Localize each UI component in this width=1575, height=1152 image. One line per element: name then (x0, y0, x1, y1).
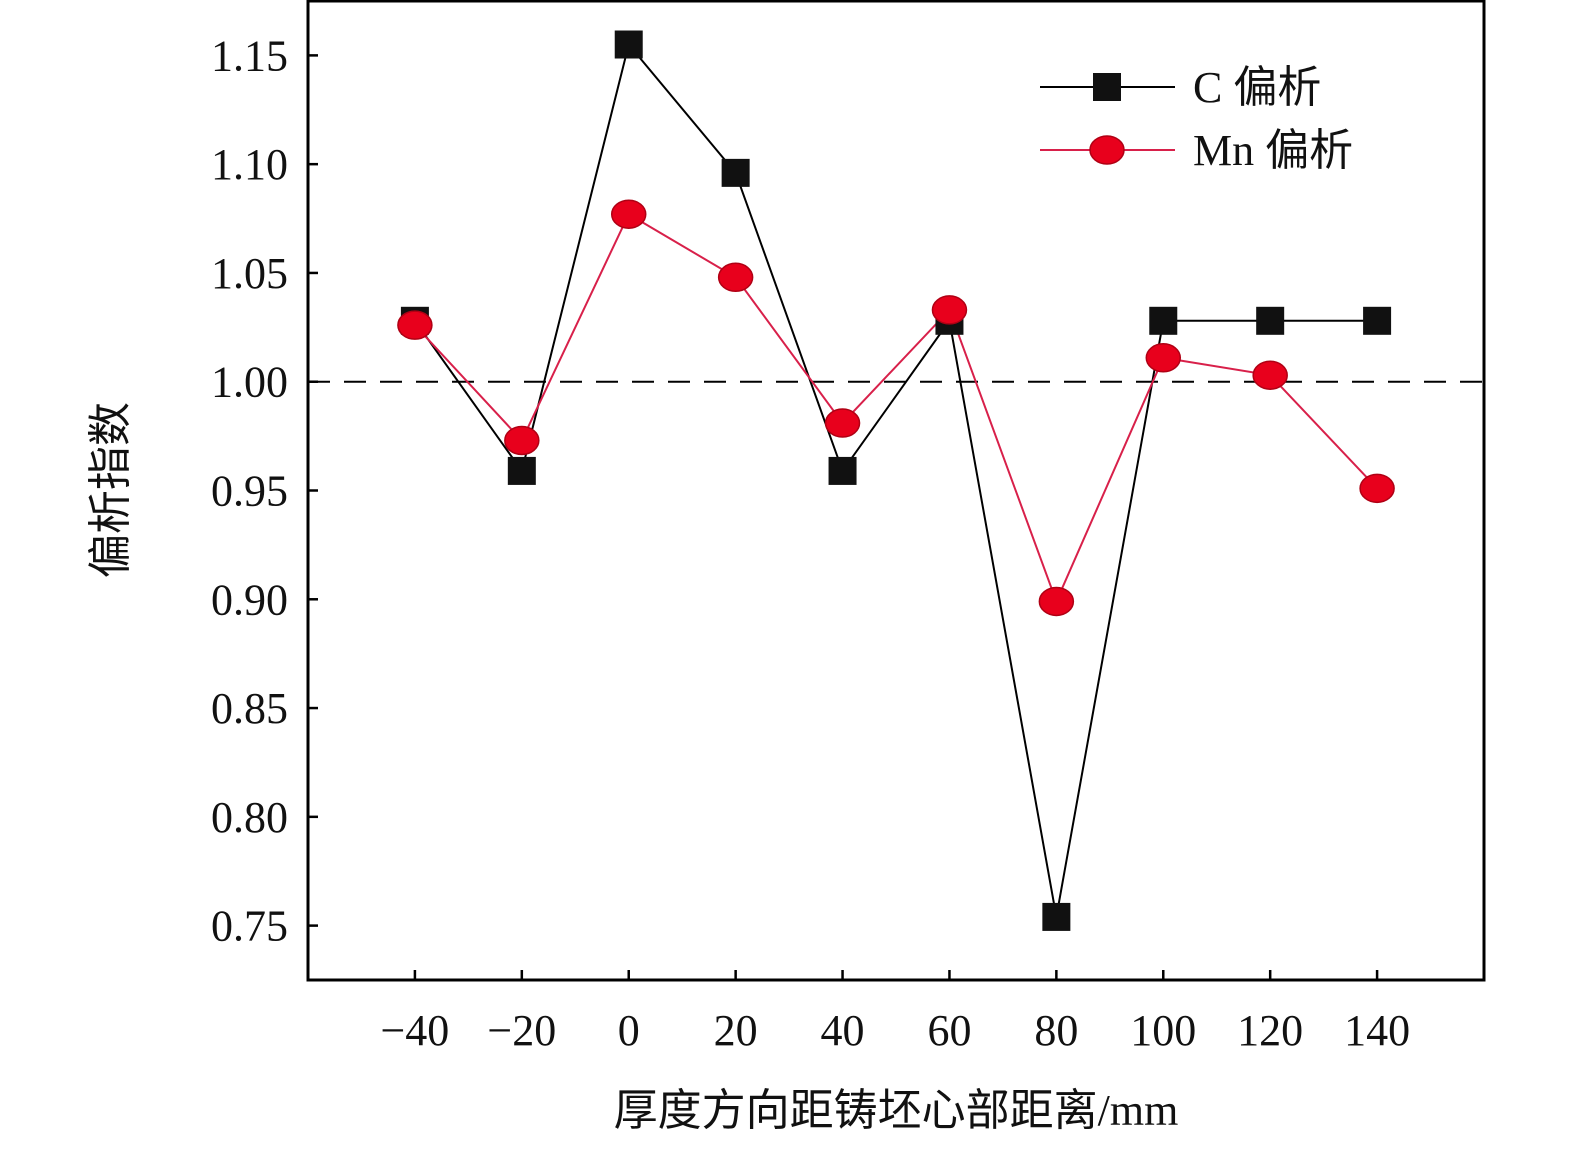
y-tick-label: 1.10 (211, 140, 288, 189)
y-tick-label: 0.95 (211, 467, 288, 516)
data-point-c (1363, 306, 1392, 335)
y-tick-label: 1.05 (211, 249, 288, 298)
data-point-c (721, 158, 750, 187)
data-point-mn (397, 310, 433, 340)
y-tick-label: 1.15 (211, 31, 288, 80)
legend: C 偏析 Mn 偏析 (1040, 63, 1353, 175)
data-point-mn (1359, 473, 1395, 504)
x-tick-label: 80 (1034, 1006, 1078, 1055)
data-point-mn (1038, 586, 1075, 617)
data-point-c (1149, 306, 1178, 335)
y-axis-label: 偏析指数 (86, 402, 135, 578)
x-axis-label: 厚度方向距铸坯心部距离/mm (614, 1086, 1179, 1135)
x-tick-label: 140 (1344, 1006, 1410, 1055)
x-tick-label: 100 (1130, 1006, 1196, 1055)
data-point-mn (1145, 343, 1182, 373)
data-point-c (507, 456, 536, 485)
x-tick-label: 20 (714, 1006, 758, 1055)
data-point-mn (931, 295, 968, 325)
y-tick-label: 0.90 (211, 575, 288, 624)
data-point-c (1256, 306, 1285, 335)
data-point-mn (504, 425, 540, 456)
legend-marker-mn (1089, 135, 1125, 165)
x-tick-label: −40 (380, 1006, 449, 1055)
data-point-c (828, 456, 857, 485)
data-point-mn (824, 408, 861, 438)
data-point-mn (1252, 360, 1288, 390)
series-line-1 (414, 212, 1378, 605)
x-tick-label: 60 (927, 1006, 971, 1055)
y-tick-label: 0.85 (211, 684, 288, 733)
legend-label-mn: Mn 偏析 (1193, 126, 1353, 175)
y-tick-label: 0.80 (211, 793, 288, 842)
x-tick-label: 0 (618, 1006, 640, 1055)
legend-label-c: C 偏析 (1193, 63, 1321, 112)
y-tick-label: 0.75 (211, 902, 288, 951)
data-point-mn (610, 199, 647, 229)
x-tick-label: 120 (1237, 1006, 1303, 1055)
data-point-c (1042, 902, 1071, 931)
data-point-mn (717, 262, 754, 293)
series-line-0 (414, 42, 1378, 918)
x-tick-label: −20 (487, 1006, 556, 1055)
legend-marker-c (1093, 73, 1121, 101)
y-tick-label: 1.00 (211, 358, 288, 407)
data-point-c (614, 30, 643, 59)
x-tick-label: 40 (821, 1006, 865, 1055)
